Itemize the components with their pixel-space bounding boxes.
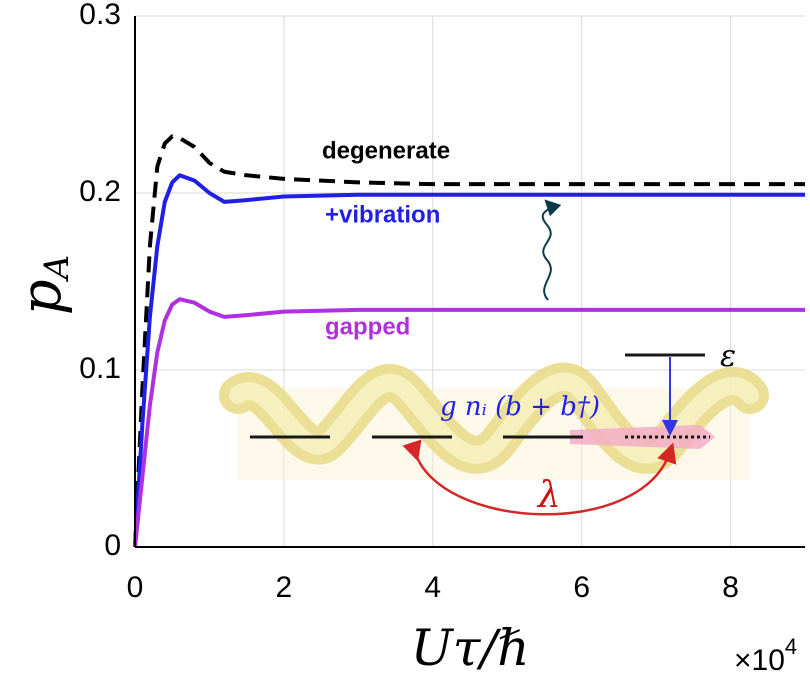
- series-line: [133, 297, 805, 548]
- y-axis-label: pA: [9, 255, 78, 315]
- hop-arrow: [402, 439, 677, 516]
- x-tick-label: 6: [573, 571, 590, 604]
- x-tick-label: 2: [276, 571, 293, 604]
- epsilon-label: ε: [720, 339, 736, 374]
- y-tick-label: 0: [104, 529, 121, 562]
- x-multiplier-base: ×10: [734, 644, 785, 677]
- series-line: [133, 173, 805, 548]
- series-label: +vibration: [325, 201, 440, 228]
- series-label: gapped: [325, 313, 410, 340]
- x-tick-label: 4: [424, 571, 441, 604]
- y-label-sub: A: [37, 255, 77, 283]
- wavy-arrow: [541, 199, 562, 301]
- x-axis-label: Uτ/ℏ: [411, 619, 530, 677]
- x-tick-label: 0: [127, 571, 144, 604]
- lines: [133, 134, 805, 548]
- y-label-base: p: [9, 279, 74, 315]
- x-multiplier: ×104: [734, 634, 797, 677]
- inset-illustration: [219, 353, 769, 516]
- x-tick-label: 8: [722, 571, 739, 604]
- x-multiplier-exp: 4: [785, 634, 797, 659]
- series-label: degenerate: [322, 137, 450, 164]
- series-line: [133, 134, 805, 548]
- coupling-label: g nᵢ (b + b†): [440, 392, 600, 422]
- y-tick-label: 0.1: [79, 352, 121, 385]
- y-tick-label: 0.3: [79, 0, 121, 31]
- lambda-label: λ: [536, 475, 561, 516]
- y-tick-label: 0.2: [79, 175, 121, 208]
